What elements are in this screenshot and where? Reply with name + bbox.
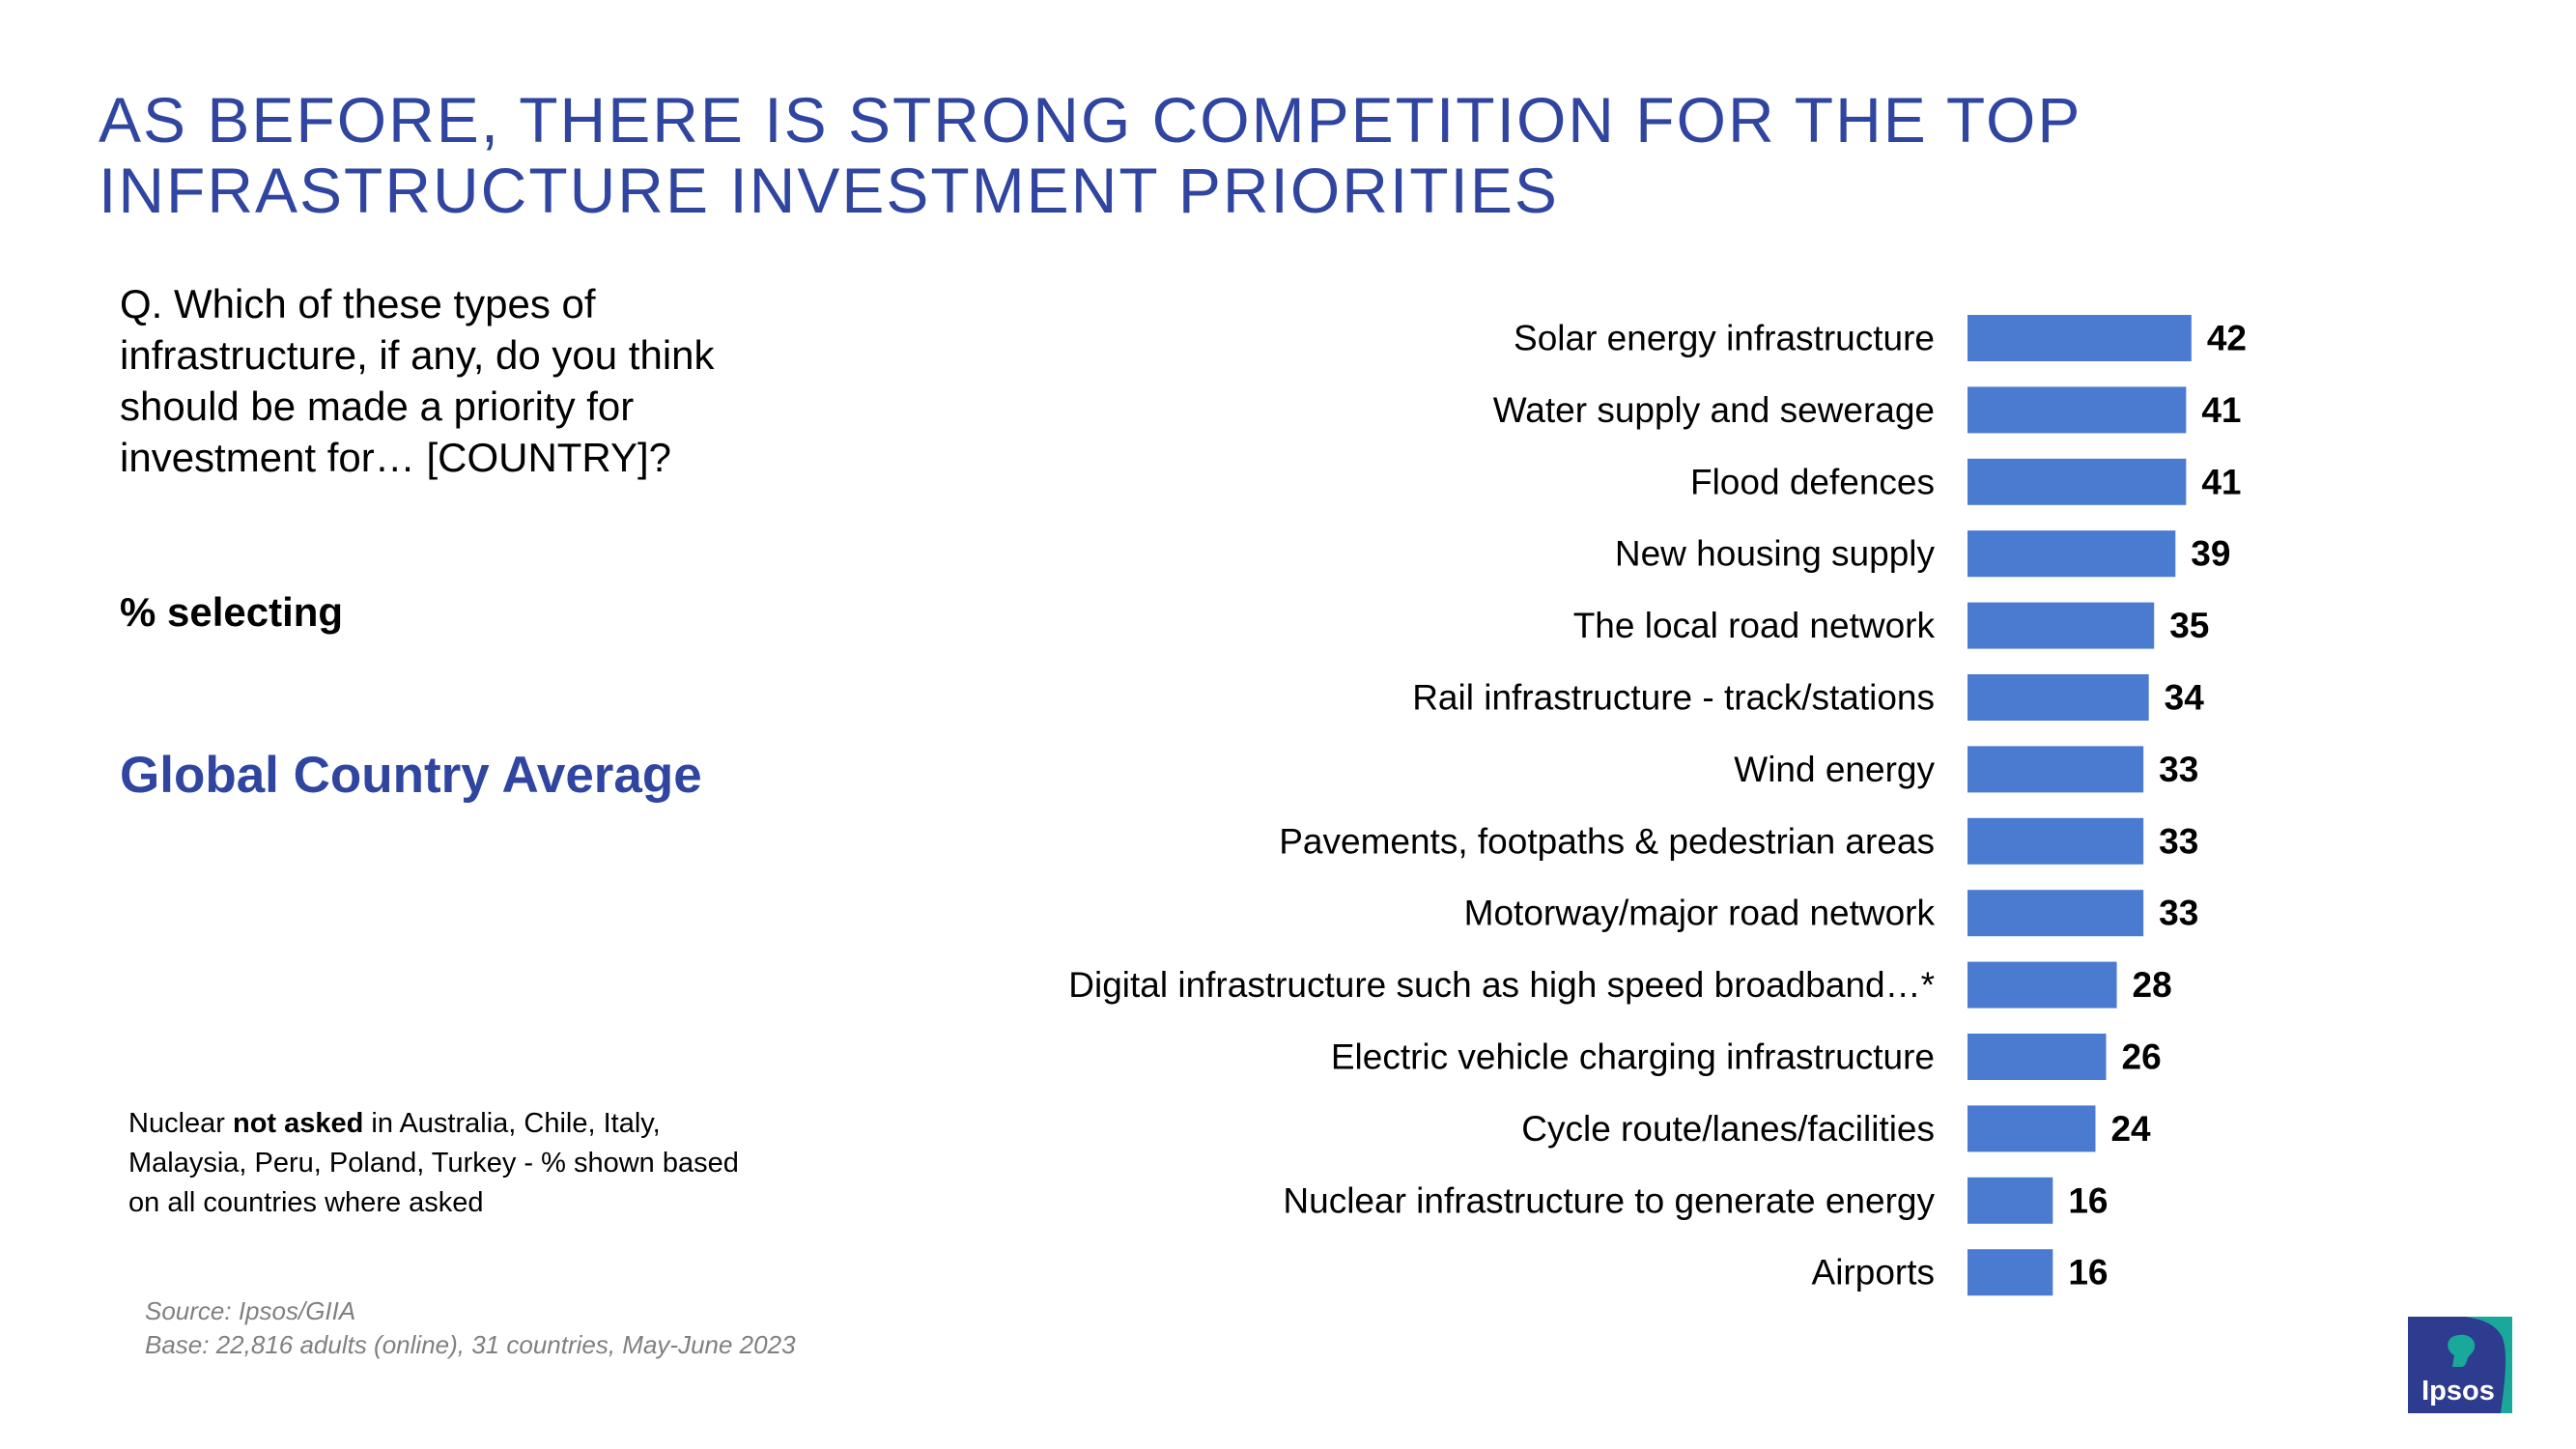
data-label-2: 41: [2201, 462, 2241, 501]
category-label-7: Pavements, footpaths & pedestrian areas: [1279, 821, 1935, 861]
data-label-6: 33: [2159, 750, 2198, 789]
note-bold: not asked: [233, 1108, 364, 1139]
data-label-5: 34: [2165, 678, 2205, 718]
note-suffix: in Australia, Chile, Italy, Malaysia, Pe…: [128, 1108, 739, 1218]
nuclear-footnote: Nuclear not asked in Australia, Chile, I…: [128, 1104, 747, 1223]
category-label-13: Airports: [1812, 1253, 1935, 1293]
bar-13: [1967, 1249, 2053, 1296]
note-prefix: Nuclear: [128, 1108, 233, 1139]
bar-6: [1967, 746, 2144, 793]
bar-11: [1967, 1105, 2096, 1152]
category-label-1: Water supply and sewerage: [1493, 390, 1935, 430]
category-label-4: The local road network: [1573, 606, 1936, 645]
source-note: Source: Ipsos/GIIA Base: 22,816 adults (…: [145, 1294, 796, 1362]
bar-10: [1967, 1034, 2107, 1080]
bar-1: [1967, 386, 2187, 434]
bar-0: [1967, 315, 2192, 361]
category-label-5: Rail infrastructure - track/stations: [1412, 678, 1935, 718]
category-label-9: Digital infrastructure such as high spee…: [1068, 965, 1935, 1005]
data-label-1: 41: [2201, 390, 2241, 430]
source-line-1: Source: Ipsos/GIIA: [145, 1296, 356, 1325]
data-label-9: 28: [2133, 965, 2172, 1005]
source-line-2: Base: 22,816 adults (online), 31 countri…: [145, 1330, 796, 1359]
category-label-10: Electric vehicle charging infrastructure: [1331, 1037, 1935, 1077]
data-label-7: 33: [2159, 821, 2198, 861]
title-line-1: AS BEFORE, THERE IS STRONG COMPETITION F…: [99, 84, 2082, 156]
bar-9: [1967, 961, 2117, 1009]
global-average-label: Global Country Average: [120, 747, 702, 804]
category-label-6: Wind energy: [1734, 750, 1935, 789]
category-label-0: Solar energy infrastructure: [1514, 319, 1935, 358]
selecting-label: % selecting: [120, 589, 344, 635]
title-line-2: INFRASTRUCTURE INVESTMENT PRIORITIES: [99, 155, 1559, 226]
data-label-0: 42: [2207, 319, 2247, 358]
category-label-12: Nuclear infrastructure to generate energ…: [1283, 1180, 1935, 1220]
data-label-4: 35: [2169, 606, 2209, 645]
category-label-3: New housing supply: [1615, 534, 1936, 574]
bar-12: [1967, 1177, 2053, 1224]
data-label-11: 24: [2110, 1109, 2151, 1149]
data-label-3: 39: [2191, 534, 2230, 574]
category-label-2: Flood defences: [1690, 462, 1935, 501]
bar-8: [1967, 890, 2144, 937]
data-label-8: 33: [2159, 894, 2198, 933]
category-label-8: Motorway/major road network: [1464, 894, 1936, 933]
bar-4: [1967, 602, 2155, 649]
bar-7: [1967, 817, 2144, 865]
category-label-11: Cycle route/lanes/facilities: [1521, 1109, 1935, 1149]
logo-wordmark: Ipsos: [2421, 1376, 2495, 1406]
survey-question: Q. Which of these types of infrastructur…: [120, 281, 715, 480]
ipsos-logo: Ipsos: [2408, 1317, 2512, 1413]
data-label-10: 26: [2122, 1037, 2162, 1077]
bar-3: [1967, 530, 2176, 578]
data-label-12: 16: [2068, 1180, 2108, 1220]
slide-title: AS BEFORE, THERE IS STRONG COMPETITION F…: [99, 85, 2320, 226]
bar-5: [1967, 674, 2149, 721]
bar-2: [1967, 458, 2187, 505]
data-label-13: 16: [2068, 1253, 2108, 1293]
